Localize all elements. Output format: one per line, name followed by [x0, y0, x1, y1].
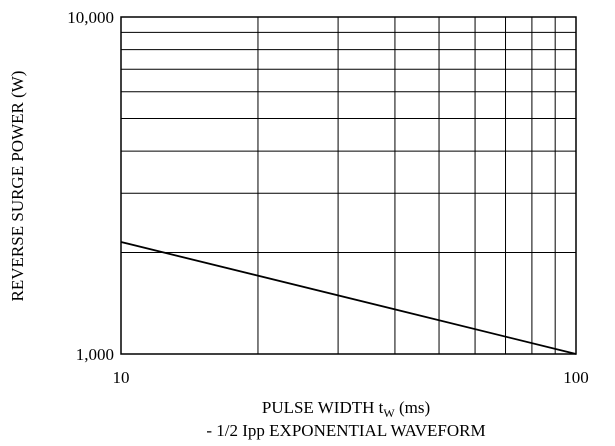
x-axis-label: PULSE WIDTH tW (ms) — [262, 398, 430, 420]
y-tick-label: 1,000 — [76, 345, 114, 364]
x-axis-label-subscript: W — [383, 406, 395, 420]
y-tick-label: 10,000 — [67, 8, 114, 27]
series-layer — [120, 241, 577, 355]
plot-frame — [120, 16, 577, 355]
x-axis-label-unit: (ms) — [395, 398, 430, 417]
grid — [121, 17, 576, 354]
x-tick-label: 10 — [113, 368, 130, 387]
x-tick-label: 100 — [563, 368, 589, 387]
x-axis-label-main: PULSE WIDTH t — [262, 398, 384, 417]
series-line-0 — [120, 241, 577, 355]
tick-labels: 1,000 10,000 10 100 — [67, 8, 589, 387]
x-axis-label-line2: - 1/2 Ipp EXPONENTIAL WAVEFORM — [206, 421, 485, 440]
y-axis-label: REVERSE SURGE POWER (W) — [8, 71, 27, 302]
